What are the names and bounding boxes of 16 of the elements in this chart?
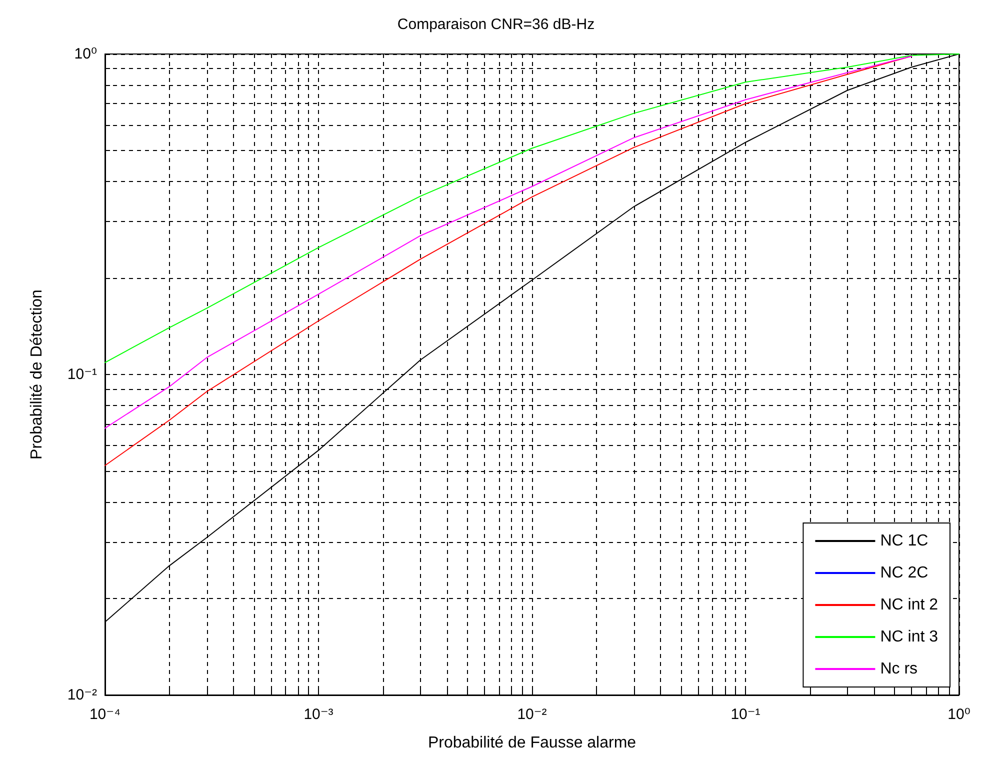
x-tick-label: 10⁻¹ [730, 706, 760, 723]
legend-label: NC int 3 [880, 628, 938, 646]
legend-label: Nc rs [880, 660, 918, 678]
x-axis-title: Probabilité de Fausse alarme [428, 734, 636, 752]
y-tick-label: 10⁻² [67, 686, 97, 704]
legend-label: NC 2C [880, 564, 928, 582]
chart-title: Comparaison CNR=36 dB-Hz [397, 16, 595, 33]
y-tick-label: 10⁻¹ [67, 366, 97, 383]
x-tick-label: 10⁰ [948, 706, 970, 723]
y-tick-label: 10⁰ [74, 46, 97, 62]
x-tick-label: 10⁻³ [304, 706, 334, 723]
legend-label: NC 1C [880, 532, 928, 550]
x-tick-label: 10⁻⁴ [89, 706, 121, 723]
y-axis-title: Probabilité de Détection [28, 290, 46, 460]
x-tick-label: 10⁻² [517, 706, 547, 723]
legend-label: NC int 2 [880, 596, 938, 614]
